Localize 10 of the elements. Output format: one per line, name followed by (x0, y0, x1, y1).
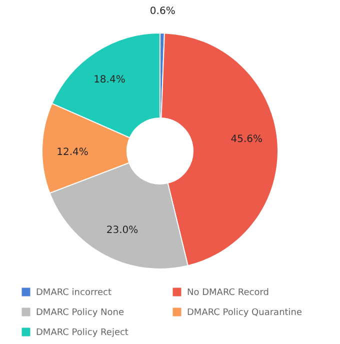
legend-label: DMARC Policy None (36, 308, 124, 318)
legend-label: DMARC incorrect (36, 288, 112, 298)
legend-label: DMARC Policy Reject (36, 328, 129, 338)
data-label: 0.6% (150, 6, 176, 18)
data-label: 23.0% (106, 224, 138, 236)
legend-label: DMARC Policy Quarantine (187, 308, 303, 318)
legend-label: No DMARC Record (187, 288, 269, 298)
data-label: 12.4% (56, 147, 88, 158)
data-label: 45.6% (230, 134, 263, 145)
data-label: 18.4% (94, 74, 126, 86)
